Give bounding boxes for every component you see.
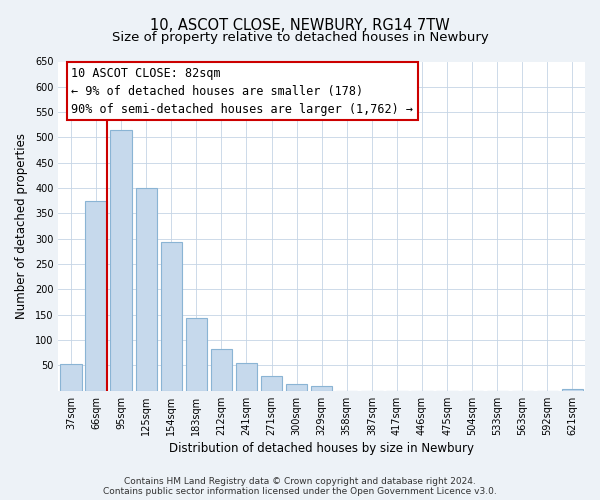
Bar: [61, 364, 82, 391]
Bar: [161, 242, 182, 391]
Bar: [110, 130, 132, 391]
Text: Size of property relative to detached houses in Newbury: Size of property relative to detached ho…: [112, 31, 488, 44]
Bar: [136, 188, 157, 391]
Text: Contains public sector information licensed under the Open Government Licence v3: Contains public sector information licen…: [103, 486, 497, 496]
Bar: [236, 363, 257, 391]
Bar: [211, 350, 232, 391]
Bar: [185, 318, 207, 391]
Y-axis label: Number of detached properties: Number of detached properties: [15, 133, 28, 319]
Text: 10, ASCOT CLOSE, NEWBURY, RG14 7TW: 10, ASCOT CLOSE, NEWBURY, RG14 7TW: [150, 18, 450, 32]
Bar: [261, 376, 282, 391]
Bar: [85, 201, 107, 391]
Bar: [562, 390, 583, 391]
Bar: [311, 386, 332, 391]
Text: 10 ASCOT CLOSE: 82sqm
← 9% of detached houses are smaller (178)
90% of semi-deta: 10 ASCOT CLOSE: 82sqm ← 9% of detached h…: [71, 66, 413, 116]
X-axis label: Distribution of detached houses by size in Newbury: Distribution of detached houses by size …: [169, 442, 474, 455]
Bar: [286, 384, 307, 391]
Text: Contains HM Land Registry data © Crown copyright and database right 2024.: Contains HM Land Registry data © Crown c…: [124, 477, 476, 486]
